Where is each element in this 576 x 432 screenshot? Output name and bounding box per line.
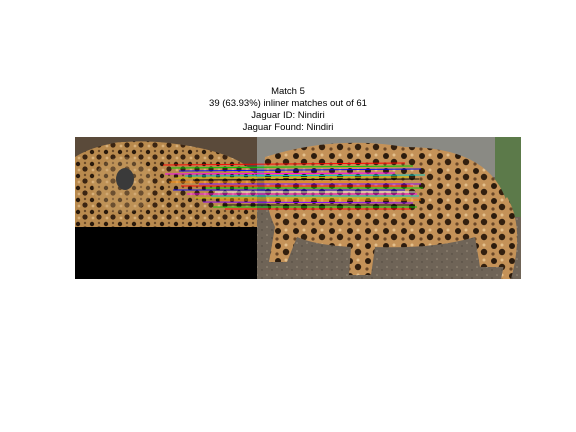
- match-figure-svg: [75, 137, 521, 279]
- title-jaguar-found: Jaguar Found: Nindiri: [242, 122, 334, 133]
- title-match-number: Match 5: [271, 86, 305, 97]
- jaguar-ear-icon: [116, 168, 134, 190]
- title-inlier-stats: 39 (63.93%) inliner matches out of 61: [209, 98, 367, 109]
- match-figure: [75, 137, 521, 279]
- right-image: [257, 137, 521, 279]
- left-image: [75, 137, 257, 279]
- title-jaguar-id: Jaguar ID: Nindiri: [251, 110, 325, 121]
- match-lines: [162, 162, 426, 210]
- figure-title: Match 5 39 (63.93%) inliner matches out …: [0, 86, 576, 134]
- padding-black-area: [75, 227, 257, 279]
